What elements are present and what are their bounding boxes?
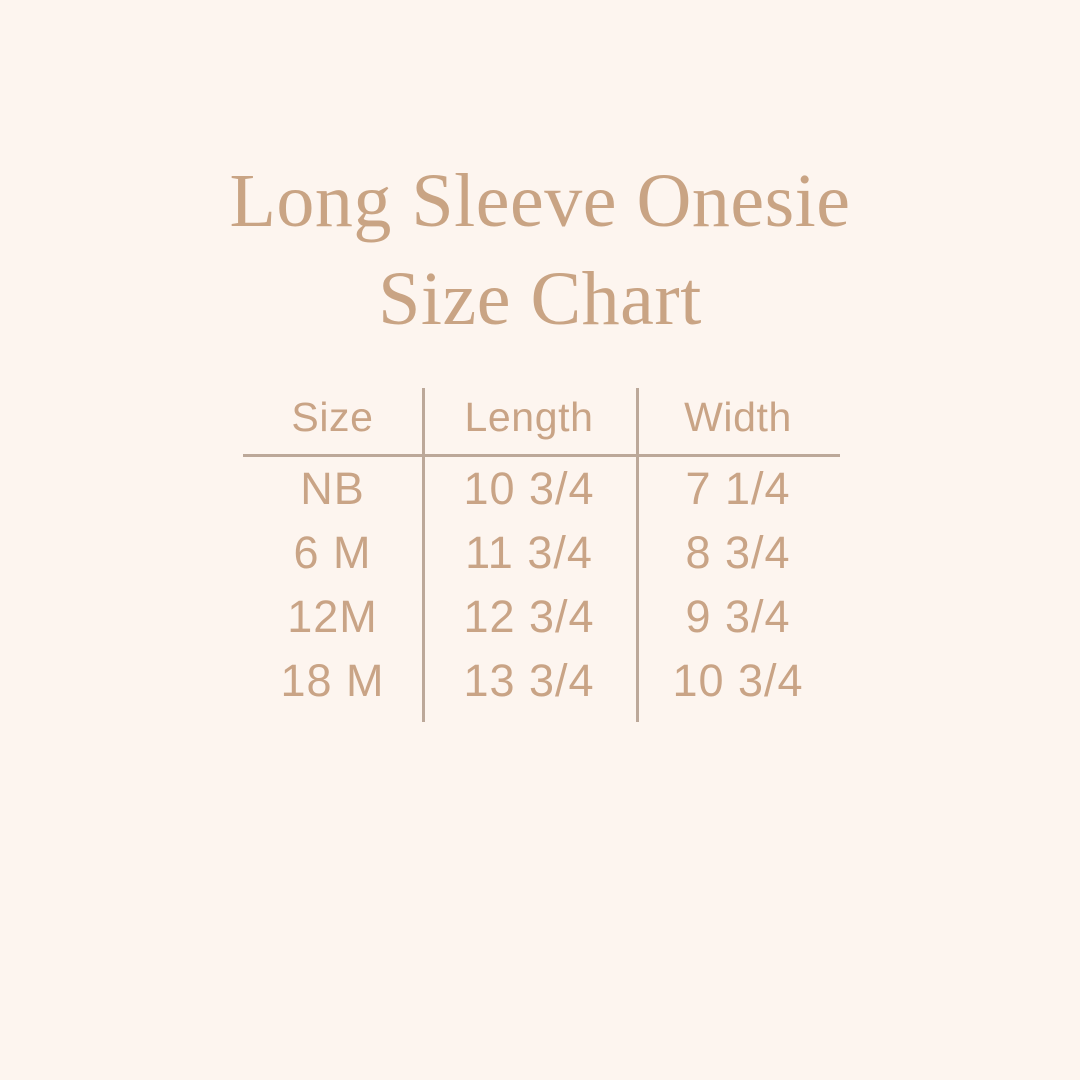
cell-width-value: 10 3/4 [672, 655, 804, 706]
column-header-width: Width [636, 394, 840, 441]
cell-size: 6 M [243, 527, 422, 579]
cell-length-value: 11 3/4 [465, 527, 593, 578]
cell-width: 8 3/4 [636, 527, 840, 579]
cell-width: 9 3/4 [636, 591, 840, 643]
column-header-length: Length [422, 394, 636, 441]
cell-length-value: 10 3/4 [463, 463, 595, 514]
column-divider-line-1 [422, 388, 425, 722]
cell-width: 7 1/4 [636, 463, 840, 515]
size-chart-table: Size Length Width NB 10 3/4 7 1/4 [243, 380, 840, 725]
cell-length: 10 3/4 [422, 463, 636, 515]
cell-width: 10 3/4 [636, 655, 840, 707]
header-divider-line [243, 454, 840, 457]
table-row: 12M 12 3/4 9 3/4 [243, 585, 840, 649]
cell-length-value: 12 3/4 [463, 591, 595, 642]
cell-width-value: 9 3/4 [685, 591, 791, 642]
cell-length: 11 3/4 [422, 527, 636, 579]
column-divider-line-2 [636, 388, 639, 722]
table-row: NB 10 3/4 7 1/4 [243, 457, 840, 521]
table-header-row: Size Length Width [243, 380, 840, 454]
page-title: Long Sleeve Onesie Size Chart [0, 152, 1080, 348]
cell-length-value: 13 3/4 [463, 655, 595, 706]
cell-size-value: 12M [287, 591, 378, 642]
column-header-length-label: Length [464, 393, 594, 440]
title-line-2: Size Chart [378, 257, 702, 341]
table-row: 6 M 11 3/4 8 3/4 [243, 521, 840, 585]
cell-length: 12 3/4 [422, 591, 636, 643]
column-header-size: Size [243, 394, 422, 441]
cell-size-value: NB [300, 463, 365, 514]
cell-size-value: 18 M [280, 655, 385, 706]
cell-length: 13 3/4 [422, 655, 636, 707]
cell-width-value: 7 1/4 [685, 463, 791, 514]
cell-width-value: 8 3/4 [685, 527, 791, 578]
title-line-1: Long Sleeve Onesie [229, 159, 851, 243]
table-row: 18 M 13 3/4 10 3/4 [243, 649, 840, 713]
column-header-width-label: Width [684, 393, 792, 440]
cell-size: NB [243, 463, 422, 515]
cell-size: 18 M [243, 655, 422, 707]
cell-size-value: 6 M [293, 527, 372, 578]
table-body: NB 10 3/4 7 1/4 6 M 11 3/4 8 3/4 [243, 457, 840, 713]
column-header-size-label: Size [291, 393, 374, 440]
cell-size: 12M [243, 591, 422, 643]
